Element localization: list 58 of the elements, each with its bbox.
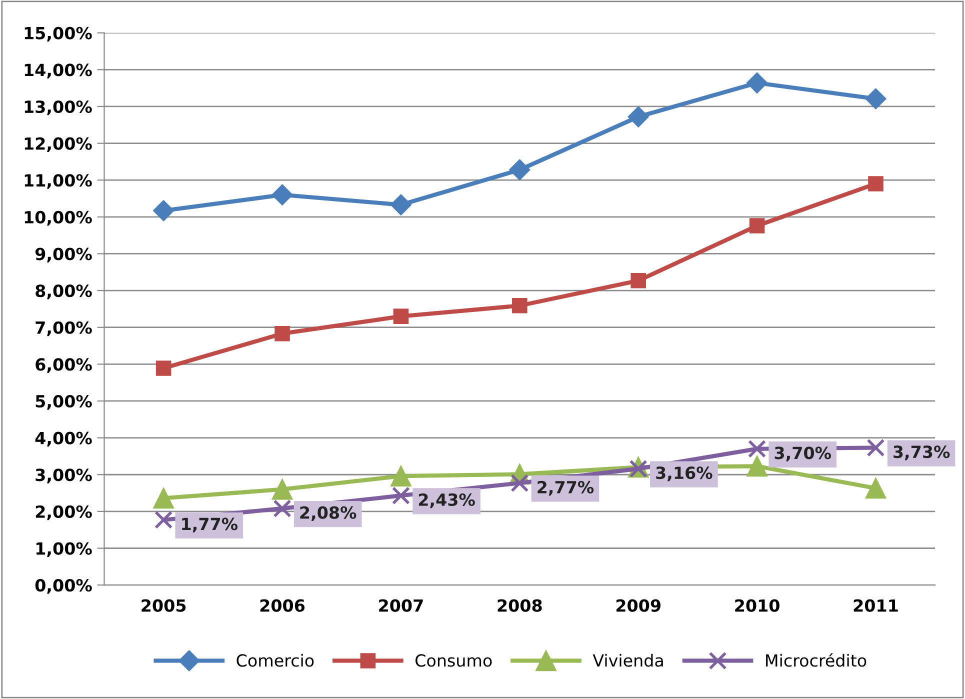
y-tick-label: 11,00%: [24, 174, 92, 189]
y-tick-label: 15,00%: [24, 26, 92, 42]
point: [868, 176, 884, 192]
data-label: 1,77%: [182, 518, 238, 532]
point: [749, 218, 765, 234]
legend-label: Consumo: [416, 654, 492, 667]
point: [628, 106, 649, 128]
data-label: 2,77%: [538, 480, 594, 496]
legend-label: Vivienda: [592, 654, 663, 667]
point: [154, 510, 173, 529]
x-tick-label: 2011: [854, 599, 898, 612]
point: [746, 456, 768, 477]
point: [156, 360, 172, 376]
x-tick-label: 2009: [616, 599, 660, 612]
point: [390, 194, 412, 216]
y-tick-label: 10,00%: [24, 210, 92, 226]
y-tick-label: 8,00%: [36, 284, 92, 300]
y-tick-label: 3,00%: [36, 468, 92, 484]
point: [509, 159, 530, 180]
y-tick-label: 2,00%: [36, 505, 92, 520]
point: [630, 272, 646, 288]
point: [512, 298, 528, 314]
point: [273, 499, 292, 518]
y-tick-label: 14,00%: [24, 64, 92, 78]
point: [392, 486, 410, 505]
point: [153, 488, 174, 509]
y-tick-label: 7,00%: [36, 321, 92, 336]
point: [865, 88, 886, 110]
x-tick-label: 2008: [498, 599, 542, 612]
legend-label: Comercio: [236, 654, 314, 667]
point: [393, 308, 409, 324]
point: [153, 200, 174, 222]
y-tick-label: 12,00%: [24, 137, 92, 152]
y-tick-label: 1,00%: [36, 542, 92, 557]
data-label: 3,70%: [774, 446, 831, 462]
data-label: 2,43%: [418, 493, 475, 508]
y-tick-label: 9,00%: [35, 248, 92, 262]
point: [748, 440, 766, 458]
y-tick-label: 6,00%: [36, 358, 92, 373]
data-label: 3,73%: [894, 446, 950, 460]
data-label: 2,08%: [300, 506, 356, 522]
legend-label: Microcrédito: [766, 653, 866, 667]
data-label: 3,16%: [656, 466, 712, 482]
x-tick-label: 2007: [379, 599, 423, 612]
point: [390, 466, 412, 487]
y-tick-label: 0,00%: [35, 579, 92, 594]
x-tick-label: 2006: [260, 599, 305, 612]
x-tick-label: 2010: [735, 599, 780, 612]
point: [272, 184, 293, 206]
point: [274, 326, 290, 342]
y-tick-label: 5,00%: [36, 394, 92, 410]
x-tick-label: 2005: [142, 599, 186, 612]
y-tick-label: 4,00%: [35, 432, 92, 447]
point: [746, 72, 768, 94]
y-tick-label: 13,00%: [24, 100, 92, 116]
point: [866, 438, 885, 457]
point: [865, 478, 886, 499]
point: [272, 478, 293, 500]
